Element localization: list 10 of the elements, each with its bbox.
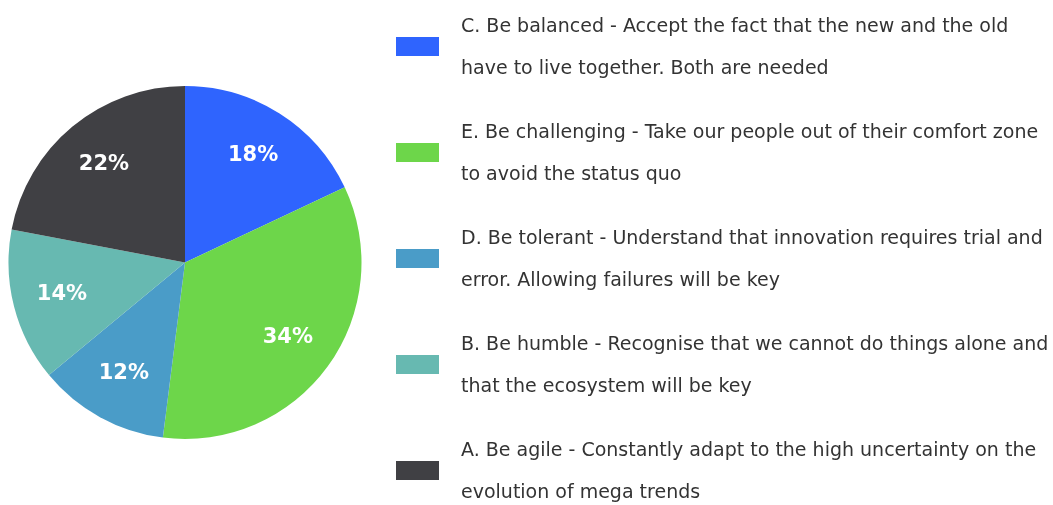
legend-label: B. Be humble - Recognise that we cannot do things alone and that the ecosystem will be key — [461, 331, 1050, 398]
data-label: 14% — [36, 280, 88, 305]
legend-label: A. Be agile - Constantly adapt to the high uncertainty on the evolution of mega trends — [461, 437, 1038, 504]
legend-label: D. Be tolerant - Understand that innovation requires trial and error. Allowing failures will be key — [461, 225, 1044, 292]
data-label: 22% — [78, 151, 130, 176]
legend-label: E. Be challenging - Take our people out of their comfort zone to avoid the status quo — [461, 119, 1040, 186]
data-label: 12% — [98, 360, 149, 385]
data-label: 18% — [227, 141, 279, 166]
data-label: 34% — [262, 323, 313, 348]
legend-label: C. Be balanced - Accept the fact that the new and the old have to live together. Both are needed — [461, 13, 1010, 80]
